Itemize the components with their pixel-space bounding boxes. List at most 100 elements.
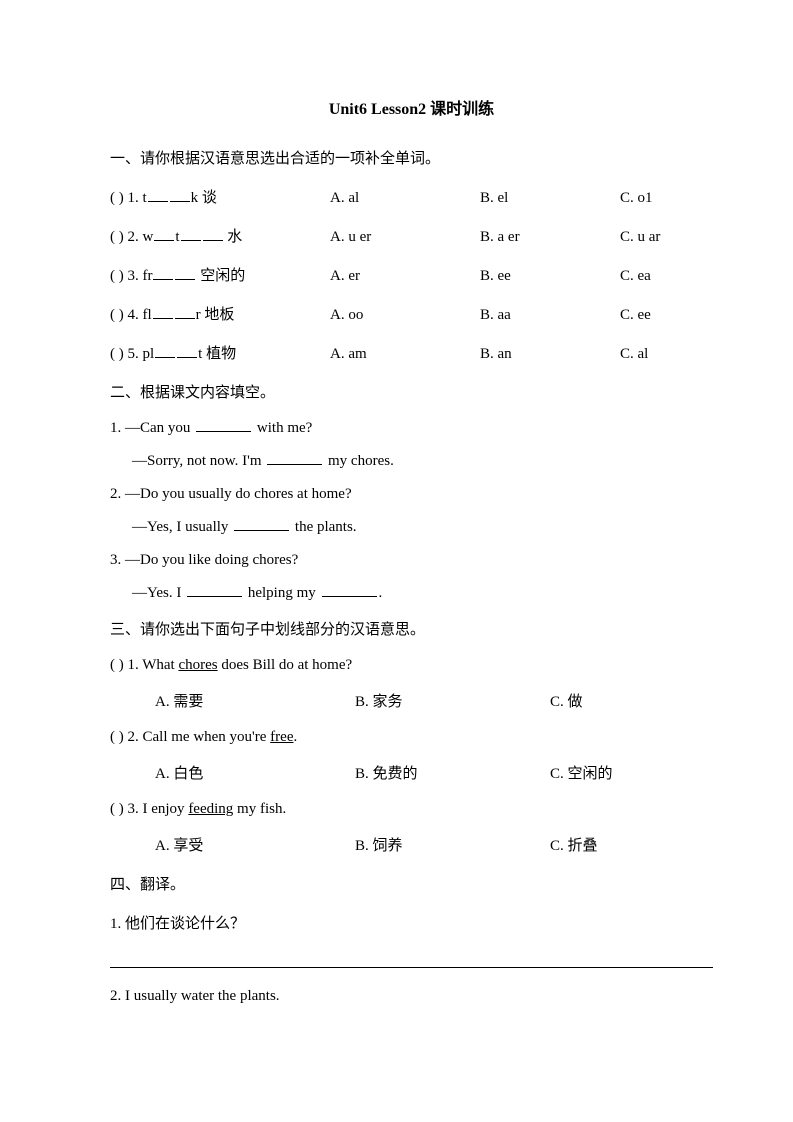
- sec3-q1-stem: ( ) 1. What chores does Bill do at home?: [110, 657, 713, 674]
- blank[interactable]: [177, 357, 197, 358]
- stem-post: 空闲的: [196, 268, 245, 284]
- option-c[interactable]: C. ea: [620, 268, 690, 285]
- text: —Sorry, not now. I'm: [132, 453, 265, 469]
- sec2-q1-line1: 1. —Can you with me?: [110, 420, 713, 437]
- blank[interactable]: [322, 596, 377, 597]
- sec2-q2-line2: —Yes, I usually the plants.: [110, 519, 713, 536]
- option-a[interactable]: A. er: [330, 268, 480, 285]
- text: —Yes, I usually: [132, 519, 232, 535]
- option-b[interactable]: B. aa: [480, 307, 620, 324]
- option-b[interactable]: B. 家务: [355, 690, 550, 711]
- blank[interactable]: [234, 530, 289, 531]
- option-b[interactable]: B. ee: [480, 268, 620, 285]
- blank[interactable]: [148, 201, 168, 202]
- stem-pre: ( ) 5. pl: [110, 346, 154, 362]
- sec1-stem: ( ) 4. fl r 地板: [110, 303, 330, 324]
- text: ( ) 3. I enjoy: [110, 801, 188, 817]
- blank[interactable]: [153, 279, 173, 280]
- text: my fish.: [233, 801, 286, 817]
- text: with me?: [253, 420, 312, 436]
- sec1-row-4: ( ) 4. fl r 地板 A. oo B. aa C. ee: [110, 303, 713, 324]
- text: helping my: [244, 585, 319, 601]
- sec3-q3-opts: A. 享受 B. 饲养 C. 折叠: [110, 834, 713, 855]
- underlined-word: chores: [178, 657, 217, 673]
- section-3-header: 三、请你选出下面句子中划线部分的汉语意思。: [110, 618, 713, 639]
- sec1-row-5: ( ) 5. pl t 植物 A. am B. an C. al: [110, 342, 713, 363]
- text: .: [379, 585, 383, 601]
- text: .: [293, 729, 297, 745]
- option-a[interactable]: A. u er: [330, 229, 480, 246]
- option-c[interactable]: C. ee: [620, 307, 690, 324]
- sec2-q2-line1: 2. —Do you usually do chores at home?: [110, 486, 713, 503]
- stem-post: t 植物: [198, 346, 236, 362]
- blank[interactable]: [267, 464, 322, 465]
- sec1-row-2: ( ) 2. w t 水 A. u er B. a er C. u ar: [110, 225, 713, 246]
- sec3-q3-stem: ( ) 3. I enjoy feeding my fish.: [110, 801, 713, 818]
- option-b[interactable]: B. el: [480, 190, 620, 207]
- text: the plants.: [291, 519, 356, 535]
- blank[interactable]: [175, 279, 195, 280]
- text: ( ) 1. What: [110, 657, 178, 673]
- stem-post: k 谈: [191, 190, 217, 206]
- sec1-stem: ( ) 2. w t 水: [110, 225, 330, 246]
- option-a[interactable]: A. 白色: [155, 762, 355, 783]
- sec2-q3-line2: —Yes. I helping my .: [110, 585, 713, 602]
- option-a[interactable]: A. al: [330, 190, 480, 207]
- sec3-q2-opts: A. 白色 B. 免费的 C. 空闲的: [110, 762, 713, 783]
- stem-post: 水: [224, 229, 243, 245]
- stem-pre: ( ) 3. fr: [110, 268, 152, 284]
- option-a[interactable]: A. 享受: [155, 834, 355, 855]
- underlined-word: free: [270, 729, 293, 745]
- blank[interactable]: [187, 596, 242, 597]
- option-b[interactable]: B. 免费的: [355, 762, 550, 783]
- sec3-q2-stem: ( ) 2. Call me when you're free.: [110, 729, 713, 746]
- blank[interactable]: [196, 431, 251, 432]
- section-4-header: 四、翻译。: [110, 873, 713, 894]
- stem-pre: ( ) 1. t: [110, 190, 147, 206]
- option-a[interactable]: A. 需要: [155, 690, 355, 711]
- sec2-q3-line1: 3. —Do you like doing chores?: [110, 552, 713, 569]
- sec3-q1-opts: A. 需要 B. 家务 C. 做: [110, 690, 713, 711]
- text: 1. —Can you: [110, 420, 194, 436]
- option-a[interactable]: A. am: [330, 346, 480, 363]
- blank[interactable]: [155, 357, 175, 358]
- option-b[interactable]: B. 饲养: [355, 834, 550, 855]
- stem-pre: ( ) 2. w: [110, 229, 153, 245]
- option-c[interactable]: C. 做: [550, 690, 583, 711]
- text: my chores.: [324, 453, 394, 469]
- section-1-header: 一、请你根据汉语意思选出合适的一项补全单词。: [110, 147, 713, 168]
- option-c[interactable]: C. al: [620, 346, 690, 363]
- underlined-word: feeding: [188, 801, 233, 817]
- option-b[interactable]: B. an: [480, 346, 620, 363]
- sec1-row-3: ( ) 3. fr 空闲的 A. er B. ee C. ea: [110, 264, 713, 285]
- page-title: Unit6 Lesson2 课时训练: [110, 95, 713, 119]
- text: ( ) 2. Call me when you're: [110, 729, 270, 745]
- sec1-row-1: ( ) 1. t k 谈 A. al B. el C. o1: [110, 186, 713, 207]
- blank[interactable]: [181, 240, 201, 241]
- option-b[interactable]: B. a er: [480, 229, 620, 246]
- option-a[interactable]: A. oo: [330, 307, 480, 324]
- sec1-stem: ( ) 5. pl t 植物: [110, 342, 330, 363]
- sec4-q1: 1. 他们在谈论什么？: [110, 912, 713, 933]
- blank[interactable]: [175, 318, 195, 319]
- sec1-stem: ( ) 3. fr 空闲的: [110, 264, 330, 285]
- stem-mid: t: [175, 229, 179, 245]
- option-c[interactable]: C. 折叠: [550, 834, 598, 855]
- option-c[interactable]: C. o1: [620, 190, 690, 207]
- option-c[interactable]: C. 空闲的: [550, 762, 613, 783]
- blank[interactable]: [154, 240, 174, 241]
- sec4-q2: 2. I usually water the plants.: [110, 988, 713, 1005]
- text: —Yes. I: [132, 585, 185, 601]
- sec2-q1-line2: —Sorry, not now. I'm my chores.: [110, 453, 713, 470]
- answer-line[interactable]: [110, 951, 713, 968]
- blank[interactable]: [170, 201, 190, 202]
- sec1-stem: ( ) 1. t k 谈: [110, 186, 330, 207]
- section-2-header: 二、根据课文内容填空。: [110, 381, 713, 402]
- option-c[interactable]: C. u ar: [620, 229, 690, 246]
- stem-post: r 地板: [196, 307, 235, 323]
- worksheet-page: Unit6 Lesson2 课时训练 一、请你根据汉语意思选出合适的一项补全单词…: [0, 0, 793, 1122]
- text: does Bill do at home?: [218, 657, 353, 673]
- blank[interactable]: [203, 240, 223, 241]
- stem-pre: ( ) 4. fl: [110, 307, 152, 323]
- blank[interactable]: [153, 318, 173, 319]
